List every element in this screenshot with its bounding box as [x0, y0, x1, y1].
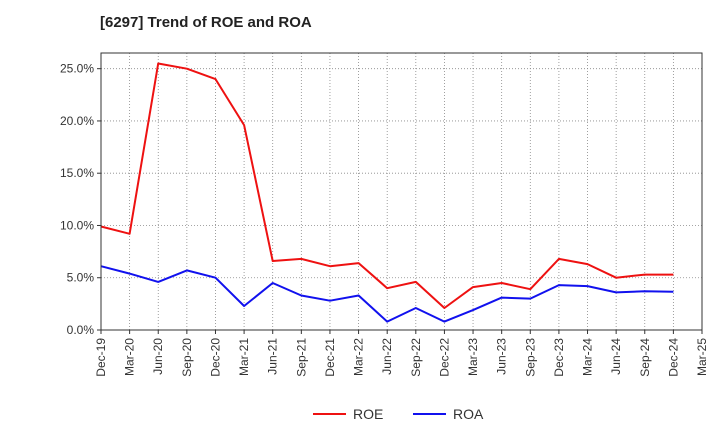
- x-tick-label: Sep-22: [409, 338, 423, 377]
- x-tick-label: Mar-24: [581, 338, 595, 376]
- chart-title: [6297] Trend of ROE and ROA: [100, 14, 312, 31]
- y-axis: 0.0% 5.0% 10.0% 15.0% 20.0% 25.0%: [60, 62, 101, 337]
- x-tick-label: Dec-22: [437, 338, 451, 377]
- legend-item-roe: ROE: [313, 406, 383, 422]
- x-tick-label: Mar-23: [466, 338, 480, 376]
- plot-background: [101, 53, 702, 330]
- x-tick-label: Dec-19: [94, 338, 108, 377]
- x-tick-label: Sep-23: [523, 338, 537, 377]
- x-tick-label: Mar-20: [123, 338, 137, 376]
- y-tick-label: 0.0%: [67, 323, 95, 337]
- y-tick-label: 20.0%: [60, 114, 94, 128]
- x-tick-label: Dec-21: [323, 338, 337, 377]
- x-tick-label: Jun-21: [266, 338, 280, 375]
- x-tick-label: Mar-22: [352, 338, 366, 376]
- x-tick-label: Dec-20: [208, 338, 222, 377]
- x-tick-label: Jun-23: [495, 338, 509, 375]
- x-tick-label: Dec-23: [552, 338, 566, 377]
- legend-label: ROE: [353, 406, 383, 422]
- x-tick-label: Sep-24: [638, 338, 652, 377]
- x-tick-label: Sep-20: [180, 338, 194, 377]
- x-tick-label: Mar-21: [237, 338, 251, 376]
- y-tick-label: 10.0%: [60, 218, 94, 232]
- legend-item-roa: ROA: [413, 406, 484, 422]
- y-tick-label: 5.0%: [67, 271, 95, 285]
- x-tick-label: Jun-22: [380, 338, 394, 375]
- series-line-roe: [100, 62, 674, 309]
- series-line-roa: [100, 265, 674, 323]
- series-layer: [100, 62, 674, 323]
- x-tick-label: Jun-24: [609, 338, 623, 375]
- y-tick-label: 15.0%: [60, 166, 94, 180]
- legend-label: ROA: [453, 406, 484, 422]
- x-axis: Dec-19 Mar-20 Jun-20 Sep-20 Dec-20 Mar-21 Jun-…: [94, 330, 709, 377]
- x-tick-label: Sep-21: [294, 338, 308, 377]
- y-tick-label: 25.0%: [60, 62, 94, 76]
- x-tick-label: Jun-20: [151, 338, 165, 375]
- grid-lines: [100, 53, 703, 331]
- x-tick-label: Dec-24: [666, 338, 680, 377]
- plot-frame: [100, 52, 703, 331]
- x-tick-label: Mar-25: [695, 338, 709, 376]
- legend: ROE ROA: [313, 406, 484, 422]
